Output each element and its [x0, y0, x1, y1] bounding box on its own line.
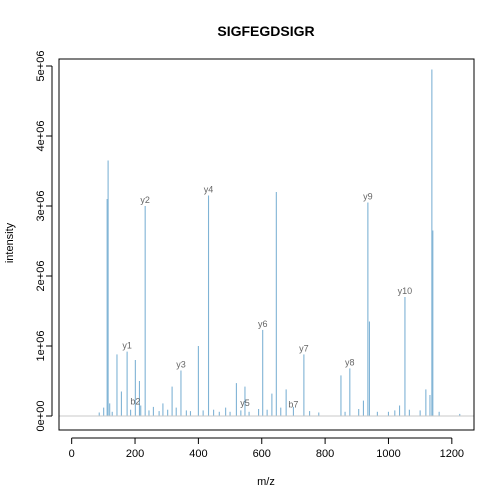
y-axis-label: intensity [4, 222, 16, 263]
peak-label: y4 [204, 185, 214, 195]
x-tick-label: 200 [126, 448, 144, 460]
peak-label: y9 [363, 192, 373, 202]
y-tick-label: 3e+06 [35, 191, 47, 222]
x-tick-label: 400 [189, 448, 207, 460]
peak-label: y1 [122, 341, 132, 351]
y-tick-label: 4e+06 [35, 121, 47, 152]
x-axis: 0 200 400 600 800 1000 1200 [69, 437, 464, 460]
y-tick-label: 5e+06 [35, 51, 47, 82]
y-axis: 0e+00 1e+06 2e+06 3e+06 4e+06 5e+06 [35, 51, 53, 432]
x-tick-label: 1200 [440, 448, 464, 460]
y-tick-label: 2e+06 [35, 261, 47, 292]
peak-label: y2 [140, 195, 150, 205]
peak-label: y7 [299, 343, 309, 353]
peak-label: b2 [130, 397, 140, 407]
peak-label: y8 [345, 357, 355, 367]
y-tick-label: 1e+06 [35, 331, 47, 362]
x-tick-label: 600 [253, 448, 271, 460]
x-tick-label: 1000 [376, 448, 400, 460]
y-tick-label: 0e+00 [35, 401, 47, 432]
peak-labels-layer: y1 b2 y2 y3 y4 y5 y6 b7 y7 y8 y9 y10 [122, 185, 412, 410]
peak-label: b7 [288, 399, 298, 409]
peak-label: y10 [398, 286, 413, 296]
x-tick-label: 0 [69, 448, 75, 460]
plot-frame [58, 58, 475, 431]
peaks-layer [98, 69, 461, 416]
peak-label: y3 [176, 360, 186, 370]
peak-label: y5 [240, 398, 250, 408]
x-axis-label: m/z [257, 476, 275, 488]
peak-label: y6 [258, 319, 268, 329]
x-tick-label: 800 [316, 448, 334, 460]
chart-title: SIGFEGDSIGR [217, 23, 314, 39]
